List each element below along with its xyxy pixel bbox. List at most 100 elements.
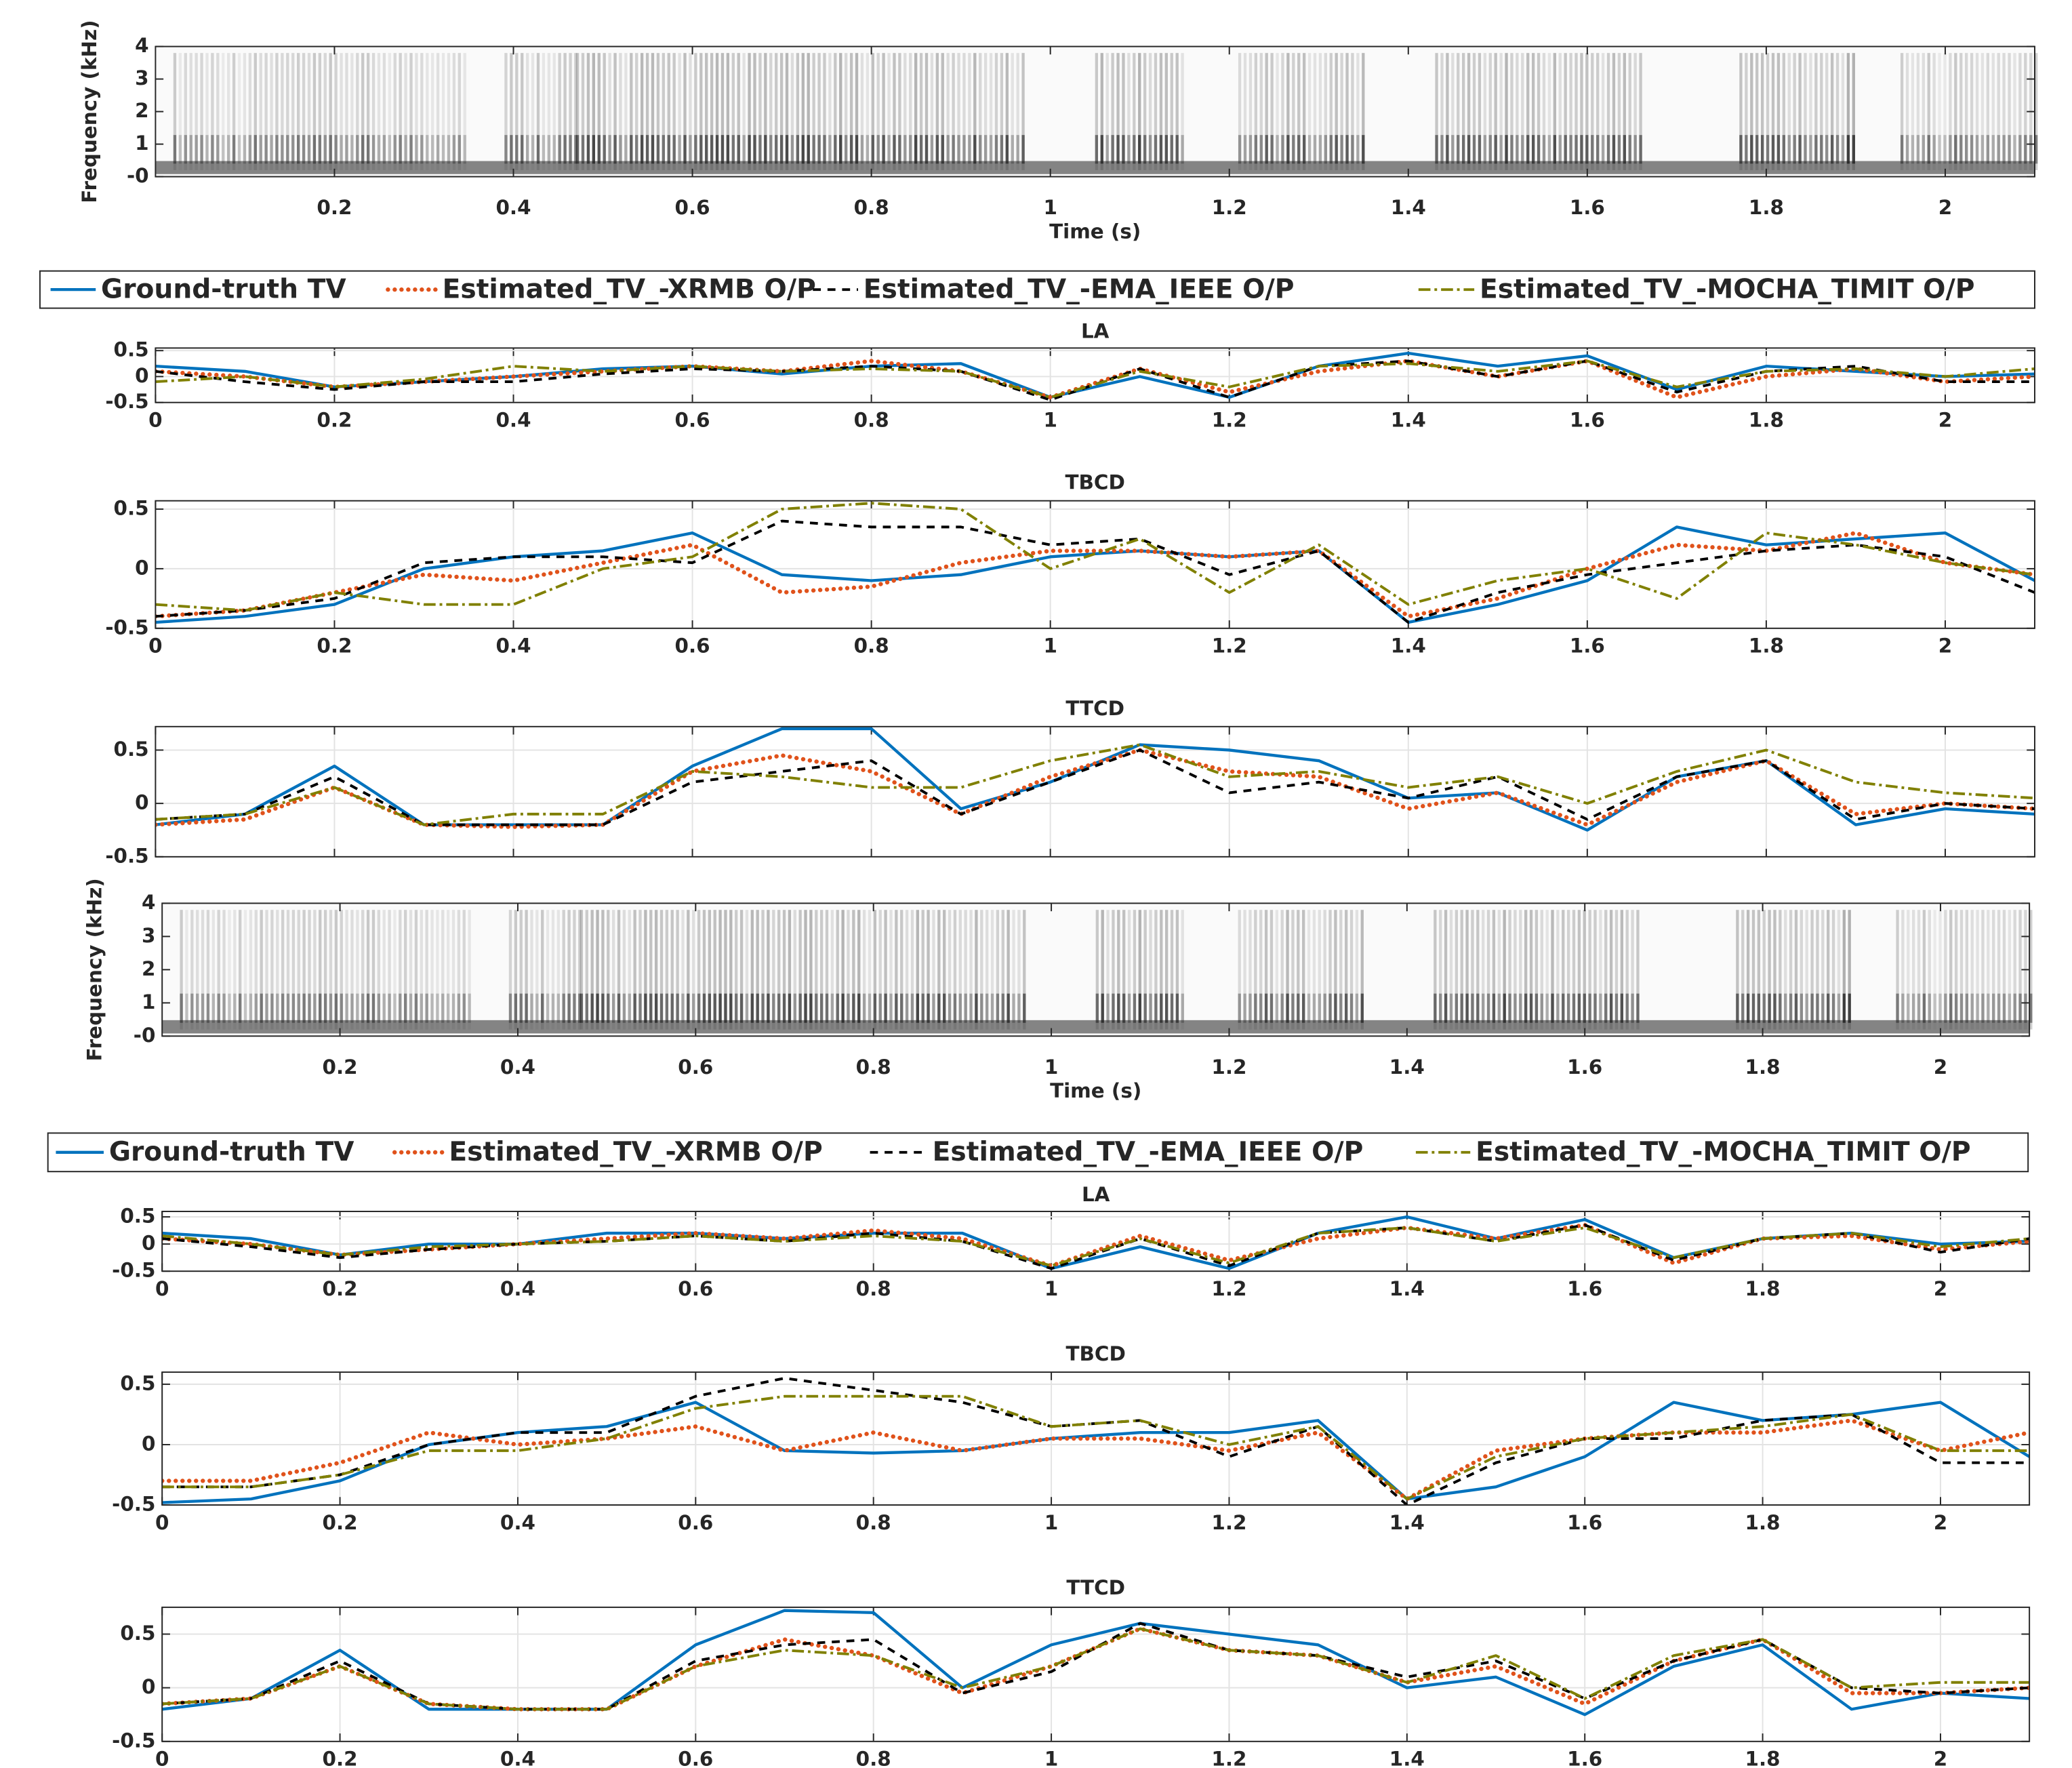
chart-title: TTCD (1066, 1576, 1125, 1599)
chart-title: LA (1082, 1183, 1110, 1206)
x-tick-label: 0.6 (678, 1748, 713, 1768)
spectrogram-texture (995, 135, 998, 163)
x-axis-label: Time (s) (1050, 1079, 1141, 1102)
spectrogram-texture (399, 994, 401, 1023)
spectrogram-texture (207, 994, 209, 1023)
spectrogram-texture (1954, 135, 1957, 163)
spectrogram-texture (1997, 994, 2000, 1023)
spectrogram-texture (1809, 135, 1812, 163)
spectrogram-texture (1101, 994, 1104, 1023)
spectrogram-texture (623, 994, 626, 1023)
spectrogram-texture (1434, 994, 1436, 1023)
spectrogram-texture (340, 994, 343, 1023)
spectrogram-texture (573, 994, 575, 1023)
spectrogram-texture (1095, 135, 1098, 163)
spectrogram-texture (1602, 135, 1604, 163)
spectrogram-texture (292, 994, 295, 1023)
spectrogram-texture (718, 994, 721, 1023)
spectrogram-texture (735, 994, 737, 1023)
spectrogram-texture (1007, 994, 1009, 1023)
spectrogram-texture (641, 135, 643, 163)
spectrogram-texture (298, 994, 300, 1023)
spectrogram-texture (1766, 135, 1769, 163)
spectrogram-texture (729, 994, 732, 1023)
spectrogram-texture (932, 994, 935, 1023)
spectrogram-texture (973, 135, 976, 163)
spectrogram-texture (909, 135, 912, 163)
y-tick-label: 0 (135, 791, 148, 814)
spectrogram-texture (535, 994, 538, 1023)
spectrogram-texture (662, 135, 665, 163)
spectrogram-texture (855, 135, 858, 163)
spectrogram-texture (714, 994, 716, 1023)
spectrogram-texture (914, 135, 917, 163)
plot-area (155, 727, 2035, 857)
spectrogram-texture (1165, 135, 1168, 163)
spectrogram-texture (1545, 994, 1548, 1023)
spectrogram-texture (1498, 994, 1501, 1023)
spectrogram-texture (1569, 135, 1572, 163)
spectrogram-texture (2024, 994, 2027, 1023)
spectrogram-texture (1798, 135, 1801, 163)
spectrogram-texture (464, 135, 466, 163)
x-tick-label: 1.4 (1389, 1056, 1425, 1079)
spectrogram-texture (1970, 135, 1973, 163)
spectrogram-texture (676, 994, 678, 1023)
x-tick-label: 1.4 (1389, 1277, 1425, 1300)
spectrogram-texture (1017, 994, 1020, 1023)
legend-label: Estimated_TV_-MOCHA_TIMIT O/P (1476, 1137, 1971, 1167)
spectrogram-texture (743, 135, 746, 163)
spectrogram-texture (244, 994, 247, 1023)
spectrogram-texture (195, 135, 197, 163)
x-tick-label: 2 (1934, 1056, 1947, 1079)
spectrogram-texture (587, 135, 590, 163)
spectrogram-texture (1238, 994, 1241, 1023)
spectrogram-texture (388, 994, 390, 1023)
spectrogram-texture (1508, 994, 1511, 1023)
y-tick-label: 1 (142, 990, 155, 1013)
spectrogram-texture (553, 135, 556, 163)
spectrogram-texture (758, 135, 761, 163)
chart-title: LA (1081, 319, 1110, 342)
spectrogram-texture (1286, 135, 1289, 163)
spectrogram-texture (607, 994, 609, 1023)
spectrogram-texture (1621, 994, 1623, 1023)
spectrogram-texture (889, 994, 892, 1023)
spectrogram-texture (986, 994, 988, 1023)
spectrogram-texture (1457, 135, 1459, 163)
spectrogram-texture (313, 135, 316, 163)
y-tick-label: 1 (135, 132, 148, 155)
x-tick-label: 1.4 (1389, 1511, 1425, 1534)
legend-label: Estimated_TV_-XRMB O/P (443, 275, 816, 305)
spectrogram-texture (1117, 994, 1120, 1023)
spectrogram-texture (1249, 135, 1252, 163)
y-tick-label: -0.5 (112, 1259, 155, 1282)
spectrogram-texture (612, 994, 615, 1023)
spectrogram-texture (1303, 135, 1305, 163)
x-tick-label: 2 (1938, 196, 1952, 219)
spectrogram-texture (431, 135, 434, 163)
spectrogram-texture (1111, 135, 1114, 163)
x-tick-label: 2 (1934, 1277, 1947, 1300)
spectrogram-texture (1345, 994, 1347, 1023)
spectrogram-texture (1852, 135, 1855, 163)
spectrogram-texture (721, 135, 724, 163)
spectrogram-texture (673, 135, 676, 163)
spectrogram-texture (222, 994, 225, 1023)
spectrogram-texture (1435, 135, 1438, 163)
spectrogram-texture (383, 994, 386, 1023)
spectrogram-texture (2008, 994, 2011, 1023)
spectrogram-texture (1804, 135, 1806, 163)
x-tick-label: 1.4 (1391, 635, 1426, 658)
spectrogram-texture (1350, 994, 1353, 1023)
spectrogram-texture (184, 135, 187, 163)
spectrogram-texture (1351, 135, 1354, 163)
spectrogram-texture (1181, 994, 1184, 1023)
spectrogram-texture (1455, 994, 1458, 1023)
spectrogram-texture (1741, 994, 1744, 1023)
spectrogram-texture (772, 994, 775, 1023)
x-axis-label: Time (s) (1049, 220, 1141, 243)
spectrogram-texture (1848, 994, 1851, 1023)
spectrogram-texture (863, 994, 866, 1023)
spectrogram-texture (900, 994, 903, 1023)
